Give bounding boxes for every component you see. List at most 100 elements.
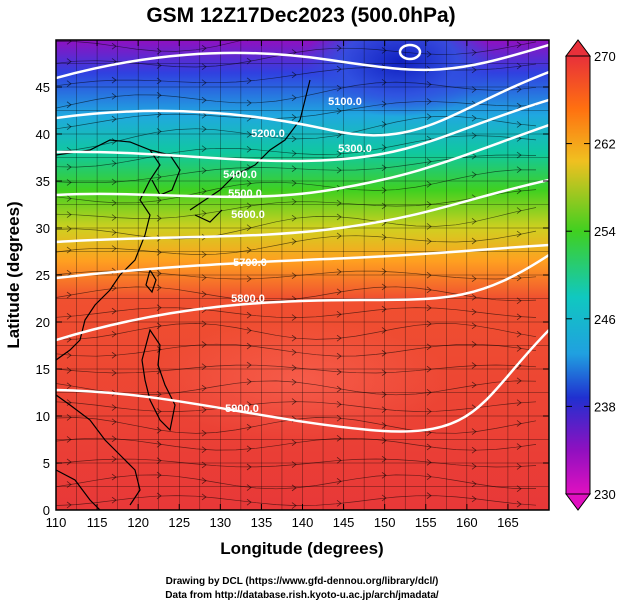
streamline-arrow (336, 166, 342, 174)
streamline-arrow (246, 131, 252, 138)
streamline-arrow (426, 81, 432, 88)
streamline-arrow (246, 246, 252, 254)
streamline-arrow (156, 304, 162, 311)
streamline-arrow (471, 340, 477, 348)
colorbar: 270 262 254 246 238 230 (565, 39, 616, 511)
streamline-arrow (246, 498, 252, 506)
streamline (56, 323, 537, 340)
streamline-arrow (471, 308, 477, 316)
streamline-arrow (516, 62, 522, 70)
streamline-arrow (156, 249, 162, 256)
streamline-arrow (246, 378, 252, 385)
streamline-arrow (471, 171, 477, 178)
streamline-arrow (156, 408, 162, 415)
streamline (56, 40, 245, 52)
streamline-arrow (246, 484, 252, 491)
streamline (56, 417, 537, 434)
streamline-arrow (291, 461, 297, 468)
streamline-arrow (66, 458, 72, 466)
streamline-arrow (246, 275, 252, 283)
streamline-arrow (291, 364, 297, 372)
streamline-arrow (336, 232, 342, 240)
streamline-arrow (201, 274, 207, 281)
streamline-arrow (516, 500, 522, 508)
streamline-arrow (291, 135, 297, 143)
streamline-arrow (111, 199, 117, 207)
streamline-arrow (381, 455, 387, 463)
streamline-arrow (111, 138, 117, 145)
y-tick-label: 40 (36, 127, 50, 142)
streamline-arrow (156, 128, 162, 135)
streamline-arrow (336, 150, 342, 158)
streamline-arrow (426, 181, 432, 188)
streamline-arrow (471, 362, 477, 369)
streamline-arrow (201, 406, 207, 414)
streamline-arrow (201, 290, 207, 298)
streamline-arrow (246, 224, 252, 232)
streamline-arrow (516, 463, 522, 470)
streamline-arrow (381, 100, 387, 108)
y-tick-label: 0 (43, 503, 50, 518)
streamline (56, 101, 537, 130)
streamline-arrow (291, 398, 297, 405)
x-tick-label: 165 (497, 515, 519, 530)
streamline-arrow (201, 493, 207, 501)
y-tick-label: 35 (36, 174, 50, 189)
streamline-arrow (426, 343, 432, 351)
streamline-arrow (291, 502, 297, 509)
streamline-arrow (66, 211, 72, 218)
streamline-arrow (66, 195, 72, 202)
credit-data: Data from http://database.rish.kyoto-u.a… (165, 590, 439, 601)
streamline-arrow (426, 158, 432, 165)
x-tick-label: 150 (374, 515, 396, 530)
colorbar-tick-label: 230 (594, 487, 616, 502)
streamline (56, 189, 537, 219)
x-tick-label: 110 (46, 515, 67, 530)
streamline-arrow (291, 198, 297, 206)
upper-low-region (305, 40, 495, 117)
streamline-arrow (201, 446, 207, 453)
credit-drawing: Drawing by DCL (https://www.gfd-dennou.o… (166, 576, 439, 587)
streamline-arrow (246, 57, 252, 65)
streamline-arrow (66, 291, 72, 299)
y-tick-label: 30 (36, 221, 50, 236)
x-tick-label: 115 (87, 515, 108, 530)
streamline-arrow (246, 361, 252, 369)
streamline-arrow (111, 351, 117, 359)
streamline-arrow (426, 408, 432, 415)
streamline-arrow (471, 381, 477, 389)
streamline-arrow (471, 218, 477, 225)
streamline-arrow (426, 286, 432, 294)
streamline-arrow (111, 435, 117, 443)
streamline-arrow (291, 150, 297, 157)
streamline-arrow (291, 348, 297, 356)
contour-label: 5900.0 (225, 403, 259, 415)
streamline-arrow (336, 401, 342, 408)
plot-area: 5100.0 5200.0 5300.0 5400.0 5500.0 5600.… (56, 27, 549, 510)
streamline-arrow (292, 27, 296, 33)
streamline-arrow (336, 477, 342, 485)
streamline-arrow (246, 327, 252, 334)
streamline-arrow (246, 401, 252, 408)
streamline-arrow (471, 462, 477, 470)
y-tick-label: 20 (36, 315, 50, 330)
streamline (56, 63, 537, 87)
streamline-arrow (426, 459, 432, 466)
streamline-arrow (291, 94, 297, 102)
streamline-arrow (381, 268, 387, 275)
streamline-arrow (66, 225, 72, 233)
colorbar-tick-label: 254 (594, 224, 616, 239)
streamline-arrow (66, 101, 72, 109)
streamline-arrow (201, 96, 207, 104)
streamline-arrow (336, 499, 342, 507)
streamline-arrow (66, 501, 72, 509)
y-tick-label: 10 (36, 409, 50, 424)
streamline-arrow (336, 457, 342, 464)
streamline-arrow (201, 384, 207, 392)
streamline-arrow (381, 283, 387, 291)
streamline-arrow (472, 29, 476, 35)
streamline-arrow (156, 215, 162, 222)
streamline-arrow (156, 322, 162, 330)
streamline-arrow (156, 111, 162, 118)
streamline-arrow (66, 123, 72, 131)
